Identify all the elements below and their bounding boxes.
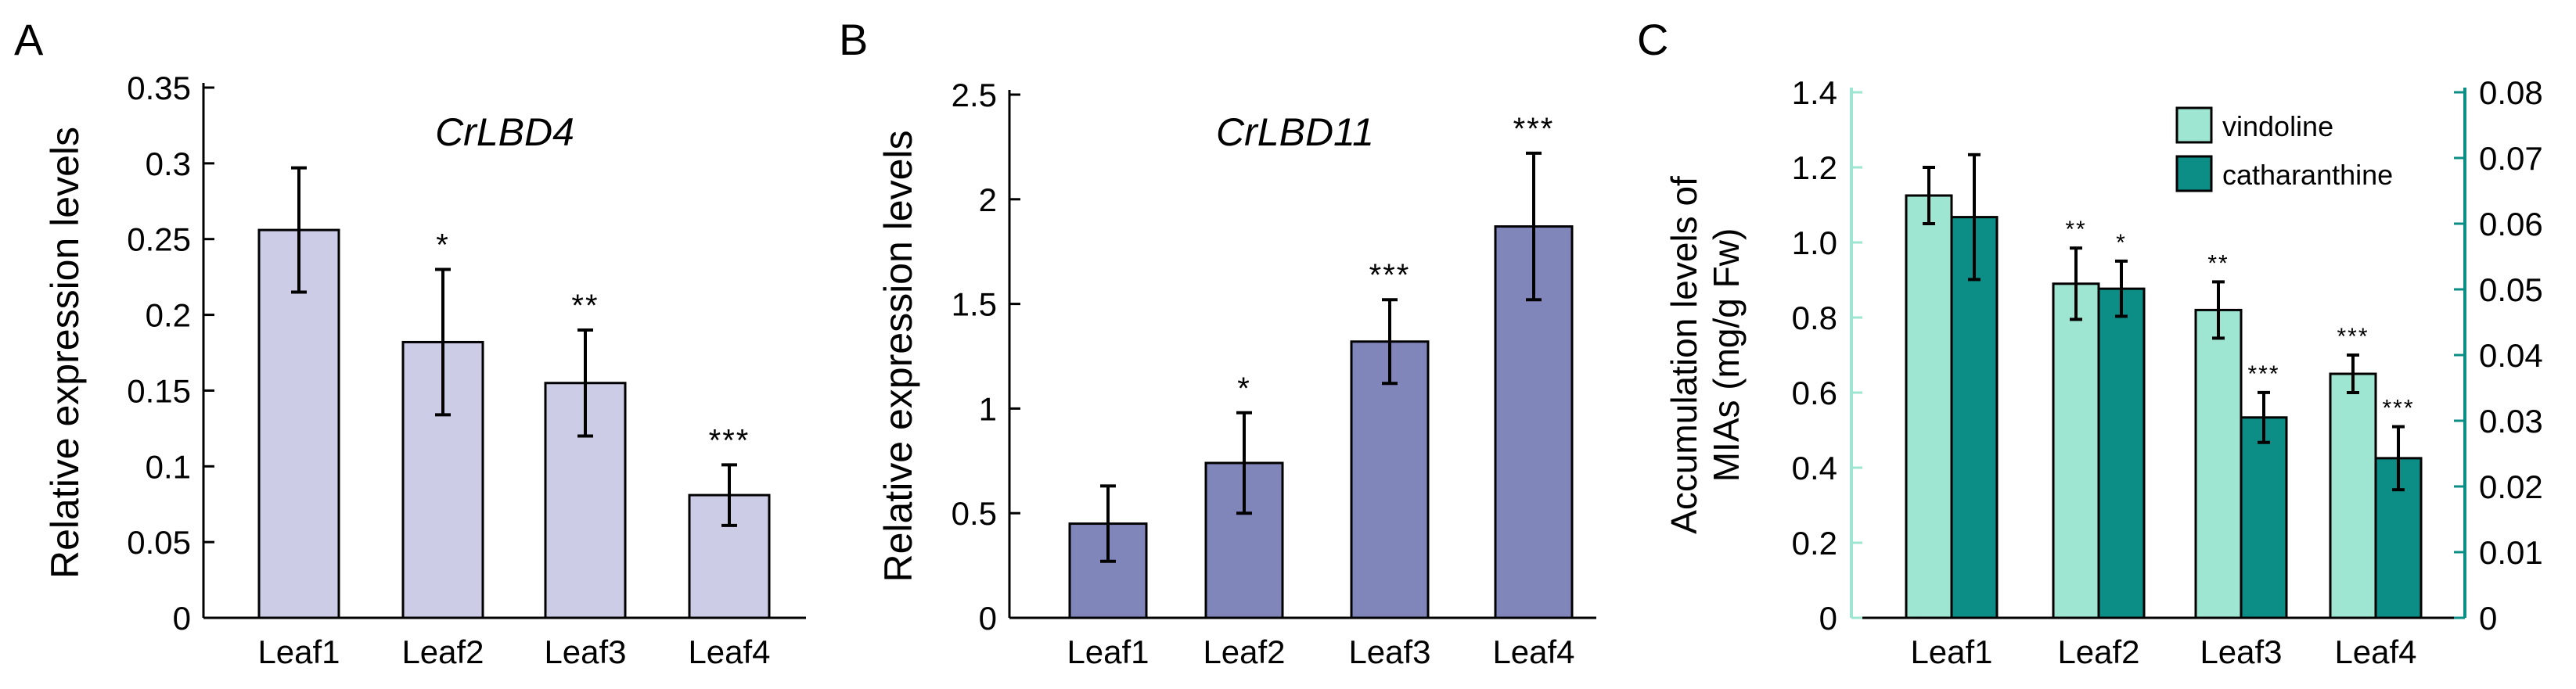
panel-label: C (1637, 15, 1668, 64)
y-axis-label: Relative expression levels (43, 127, 87, 579)
right-y-tick-label: 0.01 (2479, 534, 2543, 571)
x-tick-label: Leaf1 (1910, 633, 1992, 670)
y-tick-label: 2.5 (952, 77, 997, 113)
significance-marker: *** (2247, 361, 2279, 387)
legend-label: vindoline (2222, 110, 2333, 142)
significance-marker: ** (2207, 250, 2229, 276)
bar-catharanthine (2097, 287, 2146, 619)
chart-panel-a: A CrLBD4 Relative expression levels 0 0.05 0.… (14, 15, 806, 670)
y-tick-label: 0.05 (127, 524, 191, 561)
y-tick-label: 0 (173, 600, 191, 637)
x-tick-label: Leaf2 (2057, 633, 2139, 670)
significance-marker: *** (1513, 112, 1555, 146)
bar (1350, 340, 1430, 619)
x-tick-label: Leaf2 (401, 633, 484, 670)
y-tick-label: 0.2 (146, 297, 191, 334)
chart-panel-c: C Accumulation levels of MIAs (mg/g Fw) 0 0.… (1637, 15, 2543, 670)
chart-panel-b: B CrLBD11 Relative expression levels 0 0.5 1 1… (839, 15, 1596, 670)
y-tick-label: 1 (979, 390, 997, 427)
y-tick-label: 0 (979, 600, 997, 637)
right-y-tick-label: 0.06 (2479, 206, 2543, 242)
right-y-tick-label: 0.03 (2479, 403, 2543, 440)
significance-marker: *** (2337, 324, 2369, 350)
left-y-tick-label: 0.6 (1792, 375, 1837, 411)
legend-label: catharanthine (2222, 159, 2393, 191)
y-tick-label: 0.1 (146, 448, 191, 485)
y-tick-label: 0.5 (952, 495, 997, 532)
y-axis-label-line-1: Accumulation levels of (1664, 176, 1704, 534)
bar-vindoline (2052, 282, 2100, 619)
right-y-tick-label: 0.02 (2479, 468, 2543, 505)
right-y-tick-label: 0.08 (2479, 74, 2543, 111)
significance-marker: ** (571, 289, 599, 323)
y-tick-label: 0.35 (127, 70, 191, 106)
x-tick-label: Leaf1 (1067, 633, 1149, 670)
y-axis-label-line-2: MIAs (mg/g Fw) (1706, 228, 1747, 483)
legend: vindoline catharanthine (2175, 106, 2393, 192)
legend-swatch-catharanthine (2175, 155, 2213, 192)
left-y-tick-label: 0.4 (1792, 450, 1837, 486)
y-axis-label: Relative expression levels (876, 130, 920, 582)
significance-marker: *** (2382, 396, 2414, 422)
x-tick-label: Leaf4 (2334, 633, 2416, 670)
y-tick-label: 1.5 (952, 286, 997, 323)
x-tick-label: Leaf4 (688, 633, 770, 670)
bar-vindoline (2329, 372, 2377, 619)
y-tick-label: 2 (979, 181, 997, 218)
y-tick-label: 0.25 (127, 221, 191, 258)
bar-vindoline (1905, 194, 1953, 619)
y-tick-label: 0.3 (146, 145, 191, 182)
significance-marker: * (1237, 371, 1251, 406)
left-y-tick-label: 1.2 (1792, 149, 1837, 186)
chart-title: CrLBD11 (1216, 110, 1374, 154)
bar (544, 382, 627, 619)
significance-marker: *** (709, 423, 750, 458)
left-y-tick-label: 1.0 (1792, 224, 1837, 261)
significance-marker: * (2116, 230, 2127, 256)
right-y-tick-label: 0.04 (2479, 337, 2543, 374)
left-y-tick-label: 0.8 (1792, 300, 1837, 336)
x-tick-label: Leaf4 (1492, 633, 1574, 670)
right-y-tick-label: 0.05 (2479, 271, 2543, 308)
left-y-tick-label: 0.2 (1792, 525, 1837, 562)
bar (1494, 225, 1574, 619)
significance-marker: * (436, 228, 450, 262)
bar-vindoline (2194, 308, 2243, 619)
significance-marker: ** (2065, 217, 2086, 242)
panel-label: B (839, 15, 868, 64)
right-y-tick-label: 0.07 (2479, 140, 2543, 177)
x-tick-label: Leaf3 (2200, 633, 2282, 670)
chart-title: CrLBD4 (435, 110, 574, 154)
bar-catharanthine (1950, 216, 1999, 619)
x-tick-label: Leaf3 (1348, 633, 1430, 670)
x-tick-label: Leaf2 (1203, 633, 1285, 670)
panel-label: A (14, 15, 44, 64)
left-y-tick-label: 1.4 (1792, 74, 1837, 111)
significance-marker: *** (1369, 258, 1411, 292)
right-y-tick-label: 0 (2479, 600, 2497, 637)
bar-catharanthine (2240, 416, 2288, 619)
left-y-tick-label: 0 (1819, 600, 1837, 637)
legend-swatch-vindoline (2175, 106, 2213, 144)
x-tick-label: Leaf3 (544, 633, 626, 670)
bar (401, 340, 484, 619)
y-tick-label: 0.15 (127, 372, 191, 409)
x-tick-label: Leaf1 (257, 633, 340, 670)
